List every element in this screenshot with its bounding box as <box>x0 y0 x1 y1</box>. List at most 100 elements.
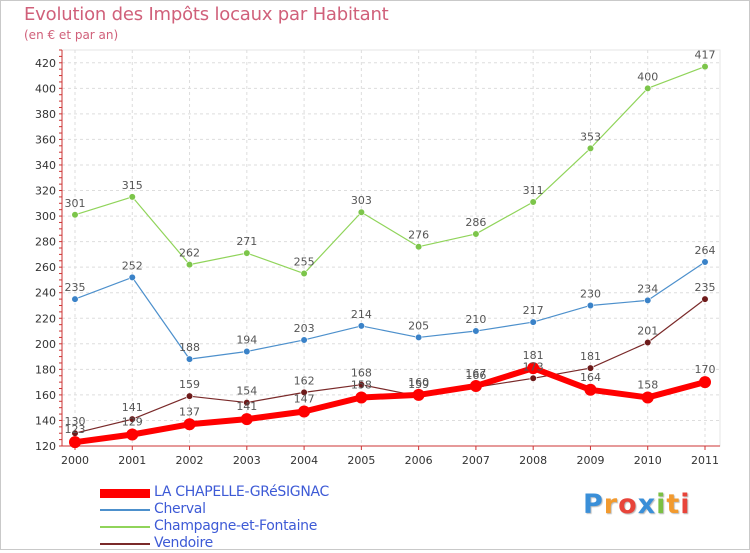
x-tick-label: 2004 <box>290 454 318 467</box>
data-label: 353 <box>580 130 601 143</box>
series-line-0 <box>72 365 708 446</box>
x-tick-label: 2003 <box>233 454 261 467</box>
data-point <box>243 249 251 257</box>
data-label: 166 <box>465 369 486 382</box>
data-point <box>529 374 537 382</box>
data-point <box>415 243 423 251</box>
series-line-1 <box>74 261 706 360</box>
data-label: 234 <box>637 282 658 295</box>
data-point <box>644 338 652 347</box>
data-label: 417 <box>695 49 716 62</box>
y-tick-label: 280 <box>35 236 56 249</box>
data-label: 141 <box>122 401 143 414</box>
data-label: 235 <box>695 281 716 294</box>
data-label: 158 <box>351 378 372 391</box>
data-point <box>240 413 253 426</box>
data-label: 315 <box>122 179 143 192</box>
data-point <box>472 230 480 238</box>
y-tick-label: 200 <box>35 338 56 351</box>
logo-letter: r <box>603 489 619 520</box>
data-point <box>529 318 537 326</box>
data-point <box>69 436 81 449</box>
logo-letter: i <box>680 489 691 520</box>
y-tick-label: 340 <box>35 159 56 172</box>
series-line-2 <box>74 66 706 275</box>
series-group <box>69 63 711 449</box>
data-label: 158 <box>637 378 658 391</box>
data-point <box>185 261 194 269</box>
data-label: 123 <box>65 423 86 436</box>
data-point <box>472 327 480 335</box>
data-point <box>644 84 652 92</box>
data-label: 301 <box>65 197 86 210</box>
x-tick-label: 2007 <box>462 454 490 467</box>
y-tick-label: 140 <box>35 414 56 427</box>
data-label: 181 <box>580 350 601 363</box>
x-tick-label: 2000 <box>61 454 89 467</box>
x-tick-label: 2011 <box>691 454 719 467</box>
data-point <box>644 296 652 304</box>
data-label: 230 <box>580 287 601 300</box>
data-label: 214 <box>351 308 372 321</box>
data-label: 130 <box>65 415 86 428</box>
data-label: 137 <box>179 405 200 418</box>
data-point <box>71 211 79 219</box>
y-tick-label: 380 <box>35 108 56 121</box>
data-point <box>469 379 482 392</box>
data-point <box>298 405 311 418</box>
y-tick-label: 260 <box>35 261 56 274</box>
data-label: 159 <box>179 378 200 391</box>
proxiti-logo: Proxiti <box>583 489 691 520</box>
data-point <box>701 258 709 266</box>
data-point <box>357 381 365 389</box>
data-label: 164 <box>580 371 601 384</box>
data-point <box>128 273 136 281</box>
gridlines <box>61 49 721 447</box>
data-label: 271 <box>236 235 257 248</box>
legend-label: Cherval <box>154 501 206 517</box>
data-point <box>641 391 654 404</box>
logo-letter: x <box>637 489 657 520</box>
logo-letter: t <box>666 489 681 520</box>
y-tick-label: 400 <box>35 82 56 95</box>
data-label: 400 <box>637 70 658 83</box>
legend-swatch <box>100 543 150 545</box>
y-tick-label: 360 <box>35 133 56 146</box>
data-point <box>243 347 251 356</box>
data-point <box>128 415 136 423</box>
data-point <box>529 198 537 206</box>
data-label: 129 <box>122 416 143 429</box>
y-tick-label: 220 <box>35 312 56 325</box>
data-point <box>185 355 194 363</box>
x-tick-label: 2010 <box>634 454 662 467</box>
data-point <box>701 295 709 303</box>
chart-subtitle: (en € et par an) <box>24 28 119 42</box>
y-axis: 120 140 160 180 200 220 240 260 280 300 320 340 360 3… <box>35 49 63 453</box>
y-tick-label: 180 <box>35 363 56 376</box>
data-label: 173 <box>523 360 544 373</box>
logo-letter: o <box>618 489 638 520</box>
data-point <box>701 63 709 71</box>
data-point <box>300 388 308 396</box>
x-tick-label: 2009 <box>576 454 604 467</box>
data-labels: 123 129 137 141 147 158 160 167 181 164 158 170 235 2… <box>65 49 716 437</box>
data-point <box>71 295 79 303</box>
data-label: 170 <box>695 363 716 376</box>
data-point <box>586 144 595 152</box>
y-tick-label: 160 <box>35 389 56 402</box>
y-tick-label: 300 <box>35 210 56 223</box>
x-tick-label: 2002 <box>176 454 204 467</box>
data-point <box>357 208 365 216</box>
x-tick-label: 2006 <box>405 454 433 467</box>
data-label: 203 <box>294 322 315 335</box>
data-label: 276 <box>408 229 429 242</box>
legend-swatch <box>100 526 150 528</box>
data-point <box>355 391 368 404</box>
data-label: 252 <box>122 259 143 272</box>
data-label: 262 <box>179 247 200 260</box>
data-label: 255 <box>294 256 315 269</box>
data-point <box>126 428 139 441</box>
data-point <box>243 398 251 407</box>
series-line-3 <box>74 298 706 434</box>
